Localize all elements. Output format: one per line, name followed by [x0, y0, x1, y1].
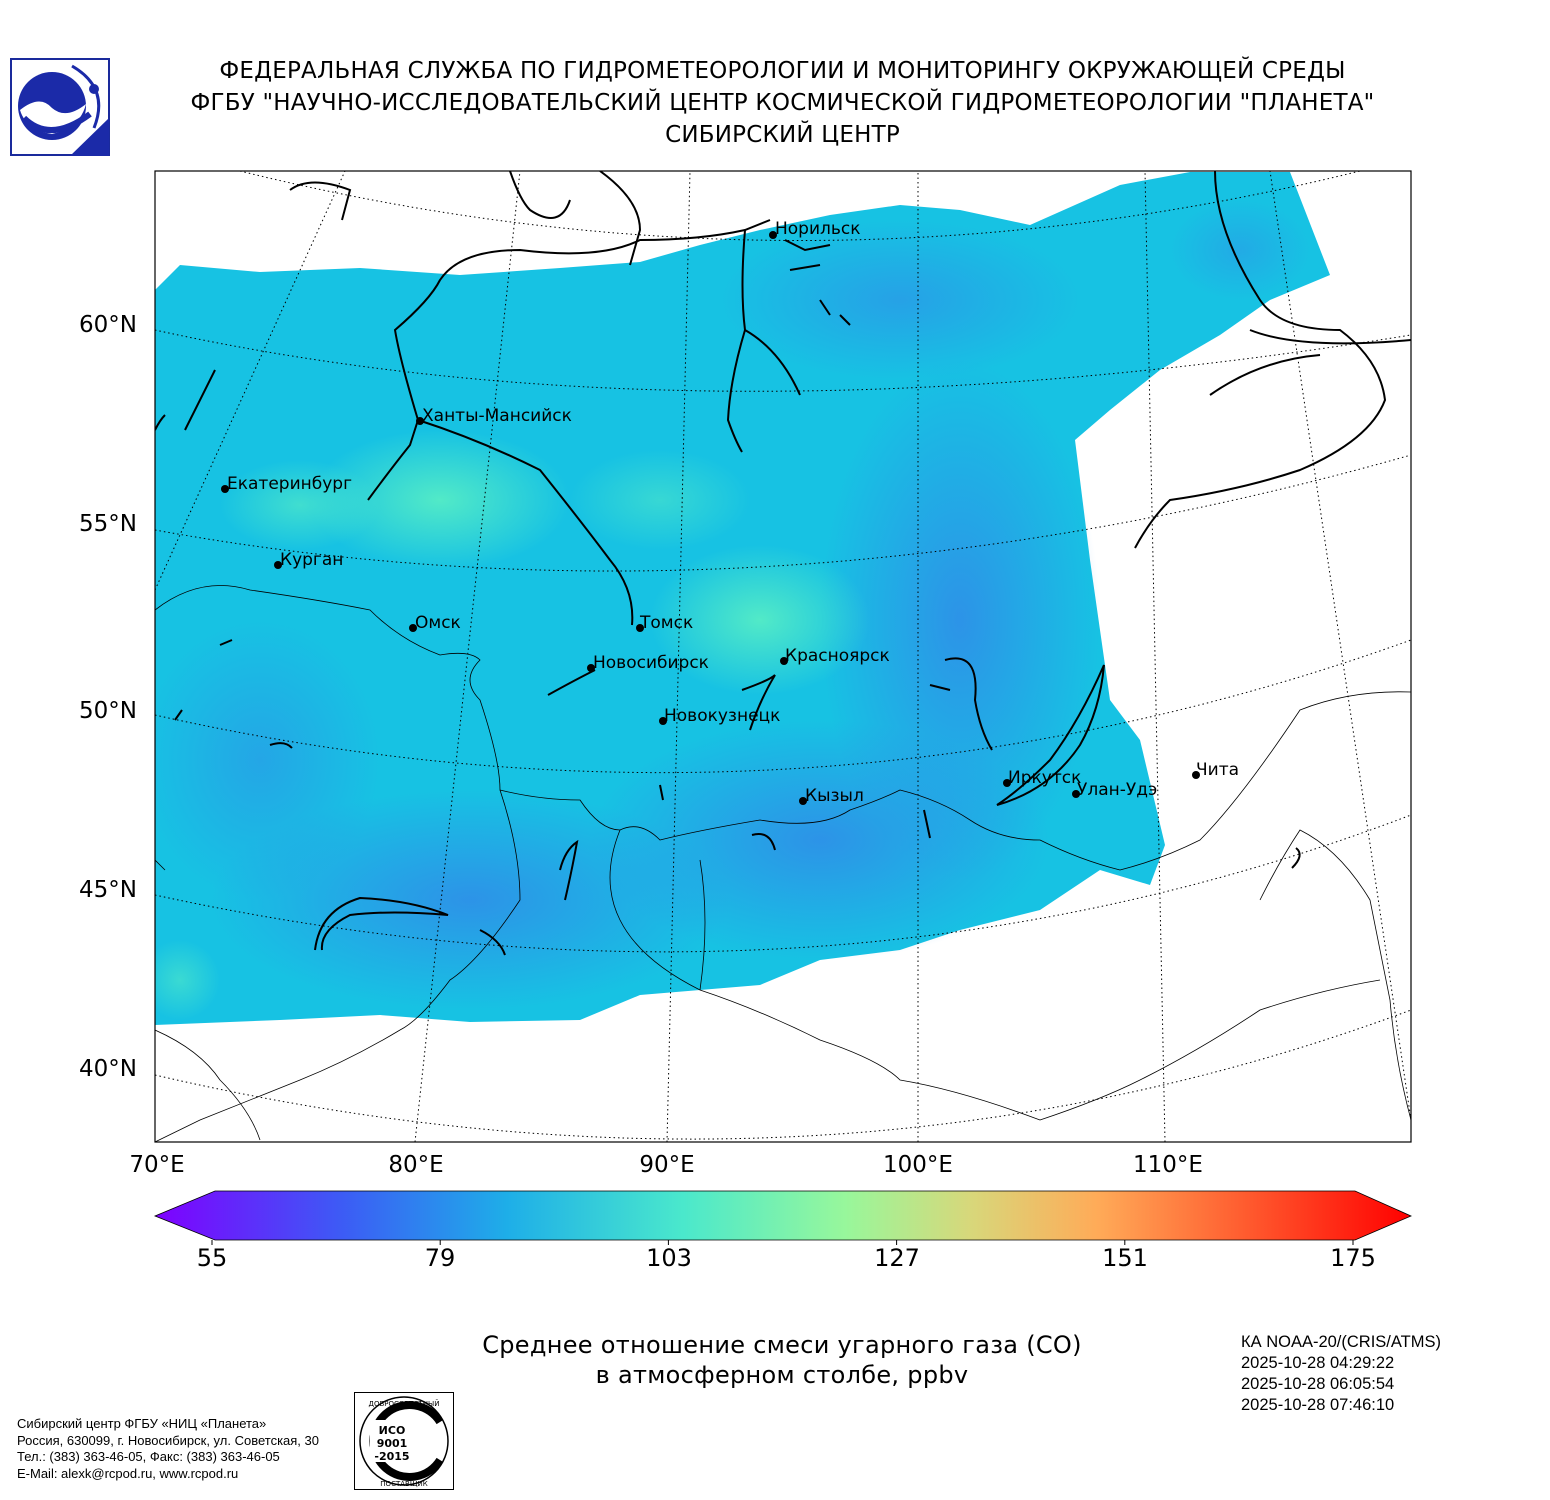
city-novosibirsk: Новосибирск	[587, 653, 709, 673]
city-novokuznetsk: Новокузнецк	[659, 706, 780, 726]
map-figure: Норильск Ханты-Мансийск Екатеринбург Кур…	[153, 170, 1412, 1245]
header-title-line1: ФЕДЕРАЛЬНАЯ СЛУЖБА ПО ГИДРОМЕТЕОРОЛОГИИ …	[219, 58, 1346, 84]
contact-address: Сибирский центр ФГБУ «НИЦ «Планета» Росс…	[17, 1416, 319, 1482]
lon-label-70: 70°E	[129, 1152, 185, 1178]
colorbar-tick-label: 151	[1102, 1244, 1148, 1272]
svg-text:Чита: Чита	[1196, 760, 1239, 780]
map-frame	[154, 170, 1412, 1143]
lon-label-100: 100°E	[883, 1152, 953, 1178]
svg-text:ИСО: ИСО	[379, 1424, 406, 1437]
colorbar-tick-label: 103	[646, 1244, 692, 1272]
svg-text:Улан-Удэ: Улан-Удэ	[1077, 780, 1157, 800]
lon-label-90: 90°E	[639, 1152, 695, 1178]
city-tomsk: Томск	[636, 613, 693, 633]
city-markers: Норильск Ханты-Мансийск Екатеринбург Кур…	[221, 219, 1239, 806]
map-plot-area: Норильск Ханты-Мансийск Екатеринбург Кур…	[155, 171, 1411, 1142]
svg-text:Новокузнецк: Новокузнецк	[664, 706, 780, 726]
city-ulan-ude: Улан-Удэ	[1072, 780, 1157, 800]
address-line: E-Mail: alexk@rcpod.ru, www.rcpod.ru	[17, 1465, 239, 1481]
header-title-line3: СИБИРСКИЙ ЦЕНТР	[665, 122, 900, 148]
city-chita: Чита	[1192, 760, 1239, 780]
figure-caption: Среднее отношение смеси угарного газа (C…	[432, 1330, 1132, 1390]
svg-text:Иркутск: Иркутск	[1008, 768, 1081, 788]
colorbar-tick-label: 175	[1330, 1244, 1376, 1272]
satellite-info: КА NOAA-20/(CRIS/ATMS) 2025-10-28 04:29:…	[1241, 1332, 1441, 1416]
colorbar-tick-label: 79	[424, 1244, 456, 1272]
svg-text:ПОСТАВЩИК: ПОСТАВЩИК	[380, 1480, 427, 1488]
svg-text:Кызыл: Кызыл	[805, 786, 864, 806]
svg-text:Новосибирск: Новосибирск	[593, 653, 709, 673]
address-line: Тел.: (383) 363-46-05, Факс: (383) 363-4…	[17, 1449, 280, 1464]
rivers-coastlines	[155, 171, 1411, 956]
lat-label-60: 60°N	[79, 312, 137, 338]
city-norilsk: Норильск	[769, 219, 861, 239]
lat-label-50: 50°N	[79, 698, 137, 724]
header-title-line2: ФГБУ "НАУЧНО-ИССЛЕДОВАТЕЛЬСКИЙ ЦЕНТР КОС…	[190, 90, 1375, 116]
svg-text:-2015: -2015	[374, 1450, 409, 1463]
satellite-time: 2025-10-28 04:29:22	[1241, 1354, 1395, 1372]
svg-text:9001: 9001	[377, 1437, 408, 1450]
city-krasnoyarsk: Красноярск	[780, 646, 890, 666]
svg-text:Норильск: Норильск	[775, 219, 861, 239]
graticule-parallels	[155, 171, 1411, 1140]
svg-text:Екатеринбург: Екатеринбург	[227, 474, 352, 494]
svg-text:Ханты-Мансийск: Ханты-Мансийск	[422, 406, 572, 426]
caption-line1: Среднее отношение смеси угарного газа (C…	[482, 1331, 1082, 1359]
svg-text:Курган: Курган	[280, 550, 343, 570]
city-yekaterinburg: Екатеринбург	[221, 474, 352, 494]
satellite-time: 2025-10-28 07:46:10	[1241, 1396, 1395, 1414]
lat-label-40: 40°N	[79, 1056, 137, 1082]
svg-text:Омск: Омск	[415, 613, 461, 633]
satellite-time: 2025-10-28 06:05:54	[1241, 1375, 1395, 1393]
svg-text:ДОБРОСОВЕСТНЫЙ: ДОБРОСОВЕСТНЫЙ	[369, 1399, 440, 1408]
svg-text:Красноярск: Красноярск	[785, 646, 890, 666]
city-omsk: Омск	[409, 613, 461, 633]
iso-9001-stamp: ИСО 9001 -2015 ДОБРОСОВЕСТНЫЙ ПОСТАВЩИК	[354, 1392, 454, 1490]
address-line: Сибирский центр ФГБУ «НИЦ «Планета»	[17, 1416, 267, 1431]
caption-line2: в атмосферном столбе, ppbv	[595, 1361, 969, 1389]
lat-label-45: 45°N	[79, 877, 137, 903]
lon-label-110: 110°E	[1133, 1152, 1203, 1178]
city-khanty-mansiysk: Ханты-Мансийск	[416, 406, 572, 426]
satellite-name: КА NOAA-20/(CRIS/ATMS)	[1241, 1333, 1441, 1351]
city-kurgan: Курган	[274, 550, 343, 570]
graticule-meridians	[155, 171, 1411, 1142]
svg-text:Томск: Томск	[639, 613, 693, 633]
lon-label-80: 80°E	[388, 1152, 444, 1178]
lat-label-55: 55°N	[79, 511, 137, 537]
admin-borders	[155, 585, 1411, 1142]
planeta-logo	[10, 58, 110, 156]
colorbar-tick-label: 127	[874, 1244, 920, 1272]
address-line: Россия, 630099, г. Новосибирск, ул. Сове…	[17, 1432, 319, 1448]
colorbar	[153, 1190, 1412, 1245]
city-irkutsk: Иркутск	[1003, 768, 1081, 788]
city-kyzyl: Кызыл	[799, 786, 864, 806]
colorbar-tick-label: 55	[196, 1244, 228, 1272]
